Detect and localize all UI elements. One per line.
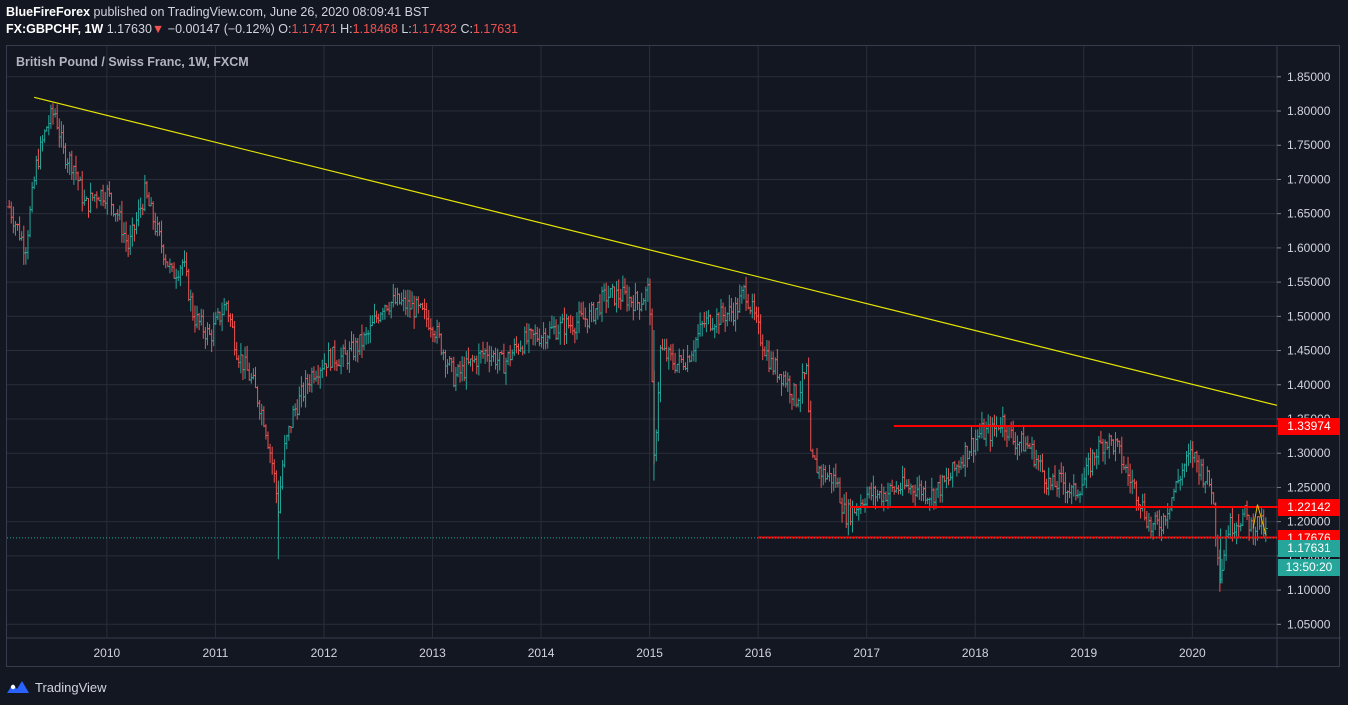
y-tick-label: 1.80000 — [1287, 104, 1331, 118]
x-tick-label: 2016 — [745, 646, 772, 660]
y-tick-label: 1.45000 — [1287, 344, 1331, 358]
high-label: H: — [340, 22, 353, 36]
chart-panel[interactable]: 1.85000 1.80000 1.75000 1.70000 1.65000 1.600… — [6, 45, 1341, 668]
y-tick-label: 1.75000 — [1287, 138, 1331, 152]
last-price: 1.17630 — [106, 22, 152, 36]
y-tick-label: 1.25000 — [1287, 480, 1331, 494]
ohlc-info: FX:GBPCHF, 1W 1.17630▼ −0.00147 (−0.12%)… — [6, 22, 518, 36]
author-name[interactable]: BlueFireForex — [6, 5, 91, 19]
open-label: O: — [278, 22, 292, 36]
publish-text: published on TradingView.com, June 26, 2… — [93, 5, 429, 19]
x-tick-label: 2020 — [1179, 646, 1206, 660]
close-label: C: — [460, 22, 473, 36]
x-tick-label: 2010 — [94, 646, 121, 660]
y-tick-label: 1.20000 — [1287, 515, 1331, 529]
open-value: 1.17471 — [291, 22, 337, 36]
price-change: −0.00147 (−0.12%) — [167, 22, 275, 36]
y-tick-label: 1.40000 — [1287, 378, 1331, 392]
publish-info: BlueFireForex published on TradingView.c… — [6, 5, 429, 19]
trendline — [33, 96, 1278, 406]
y-tick-label: 1.50000 — [1287, 309, 1331, 323]
tradingview-logo-icon — [7, 681, 29, 693]
y-tick-label: 1.85000 — [1287, 70, 1331, 84]
y-tick-label: 1.60000 — [1287, 241, 1331, 255]
y-tick-label: 1.05000 — [1287, 617, 1331, 631]
x-tick-label: 2018 — [962, 646, 989, 660]
x-tick-label: 2014 — [528, 646, 555, 660]
chart-header: BlueFireForex published on TradingView.c… — [0, 0, 1348, 44]
y-tick-label: 1.65000 — [1287, 207, 1331, 221]
level-price-label-high: 1.33974 — [1278, 418, 1340, 436]
footer-brand[interactable]: TradingView — [6, 677, 107, 697]
low-label: L: — [401, 22, 412, 36]
current-price-label: 1.17631 — [1278, 540, 1340, 558]
level-price-label-mid: 1.22142 — [1278, 498, 1340, 516]
y-tick-label: 1.30000 — [1287, 446, 1331, 460]
pattern-drawing — [1252, 504, 1267, 536]
y-tick-label: 1.55000 — [1287, 275, 1331, 289]
chart-legend-title: British Pound / Swiss Franc, 1W, FXCM — [16, 55, 249, 69]
price-chart[interactable]: 1.85000 1.80000 1.75000 1.70000 1.65000 1.600… — [7, 46, 1341, 668]
close-value: 1.17631 — [472, 22, 519, 36]
down-arrow-icon: ▼ — [151, 22, 165, 36]
symbol-label: FX:GBPCHF, 1W — [6, 22, 104, 36]
brand-label: TradingView — [35, 679, 107, 695]
high-value: 1.18468 — [352, 22, 398, 36]
x-tick-label: 2019 — [1070, 646, 1097, 660]
low-value: 1.17432 — [411, 22, 457, 36]
x-tick-label: 2015 — [636, 646, 663, 660]
x-tick-label: 2013 — [419, 646, 446, 660]
bar-countdown-label: 13:50:20 — [1278, 559, 1340, 577]
x-tick-label: 2017 — [853, 646, 880, 660]
x-tick-label: 2012 — [311, 646, 338, 660]
x-tick-label: 2011 — [203, 646, 229, 660]
y-tick-label: 1.70000 — [1287, 172, 1331, 186]
y-tick-label: 1.10000 — [1287, 583, 1331, 597]
